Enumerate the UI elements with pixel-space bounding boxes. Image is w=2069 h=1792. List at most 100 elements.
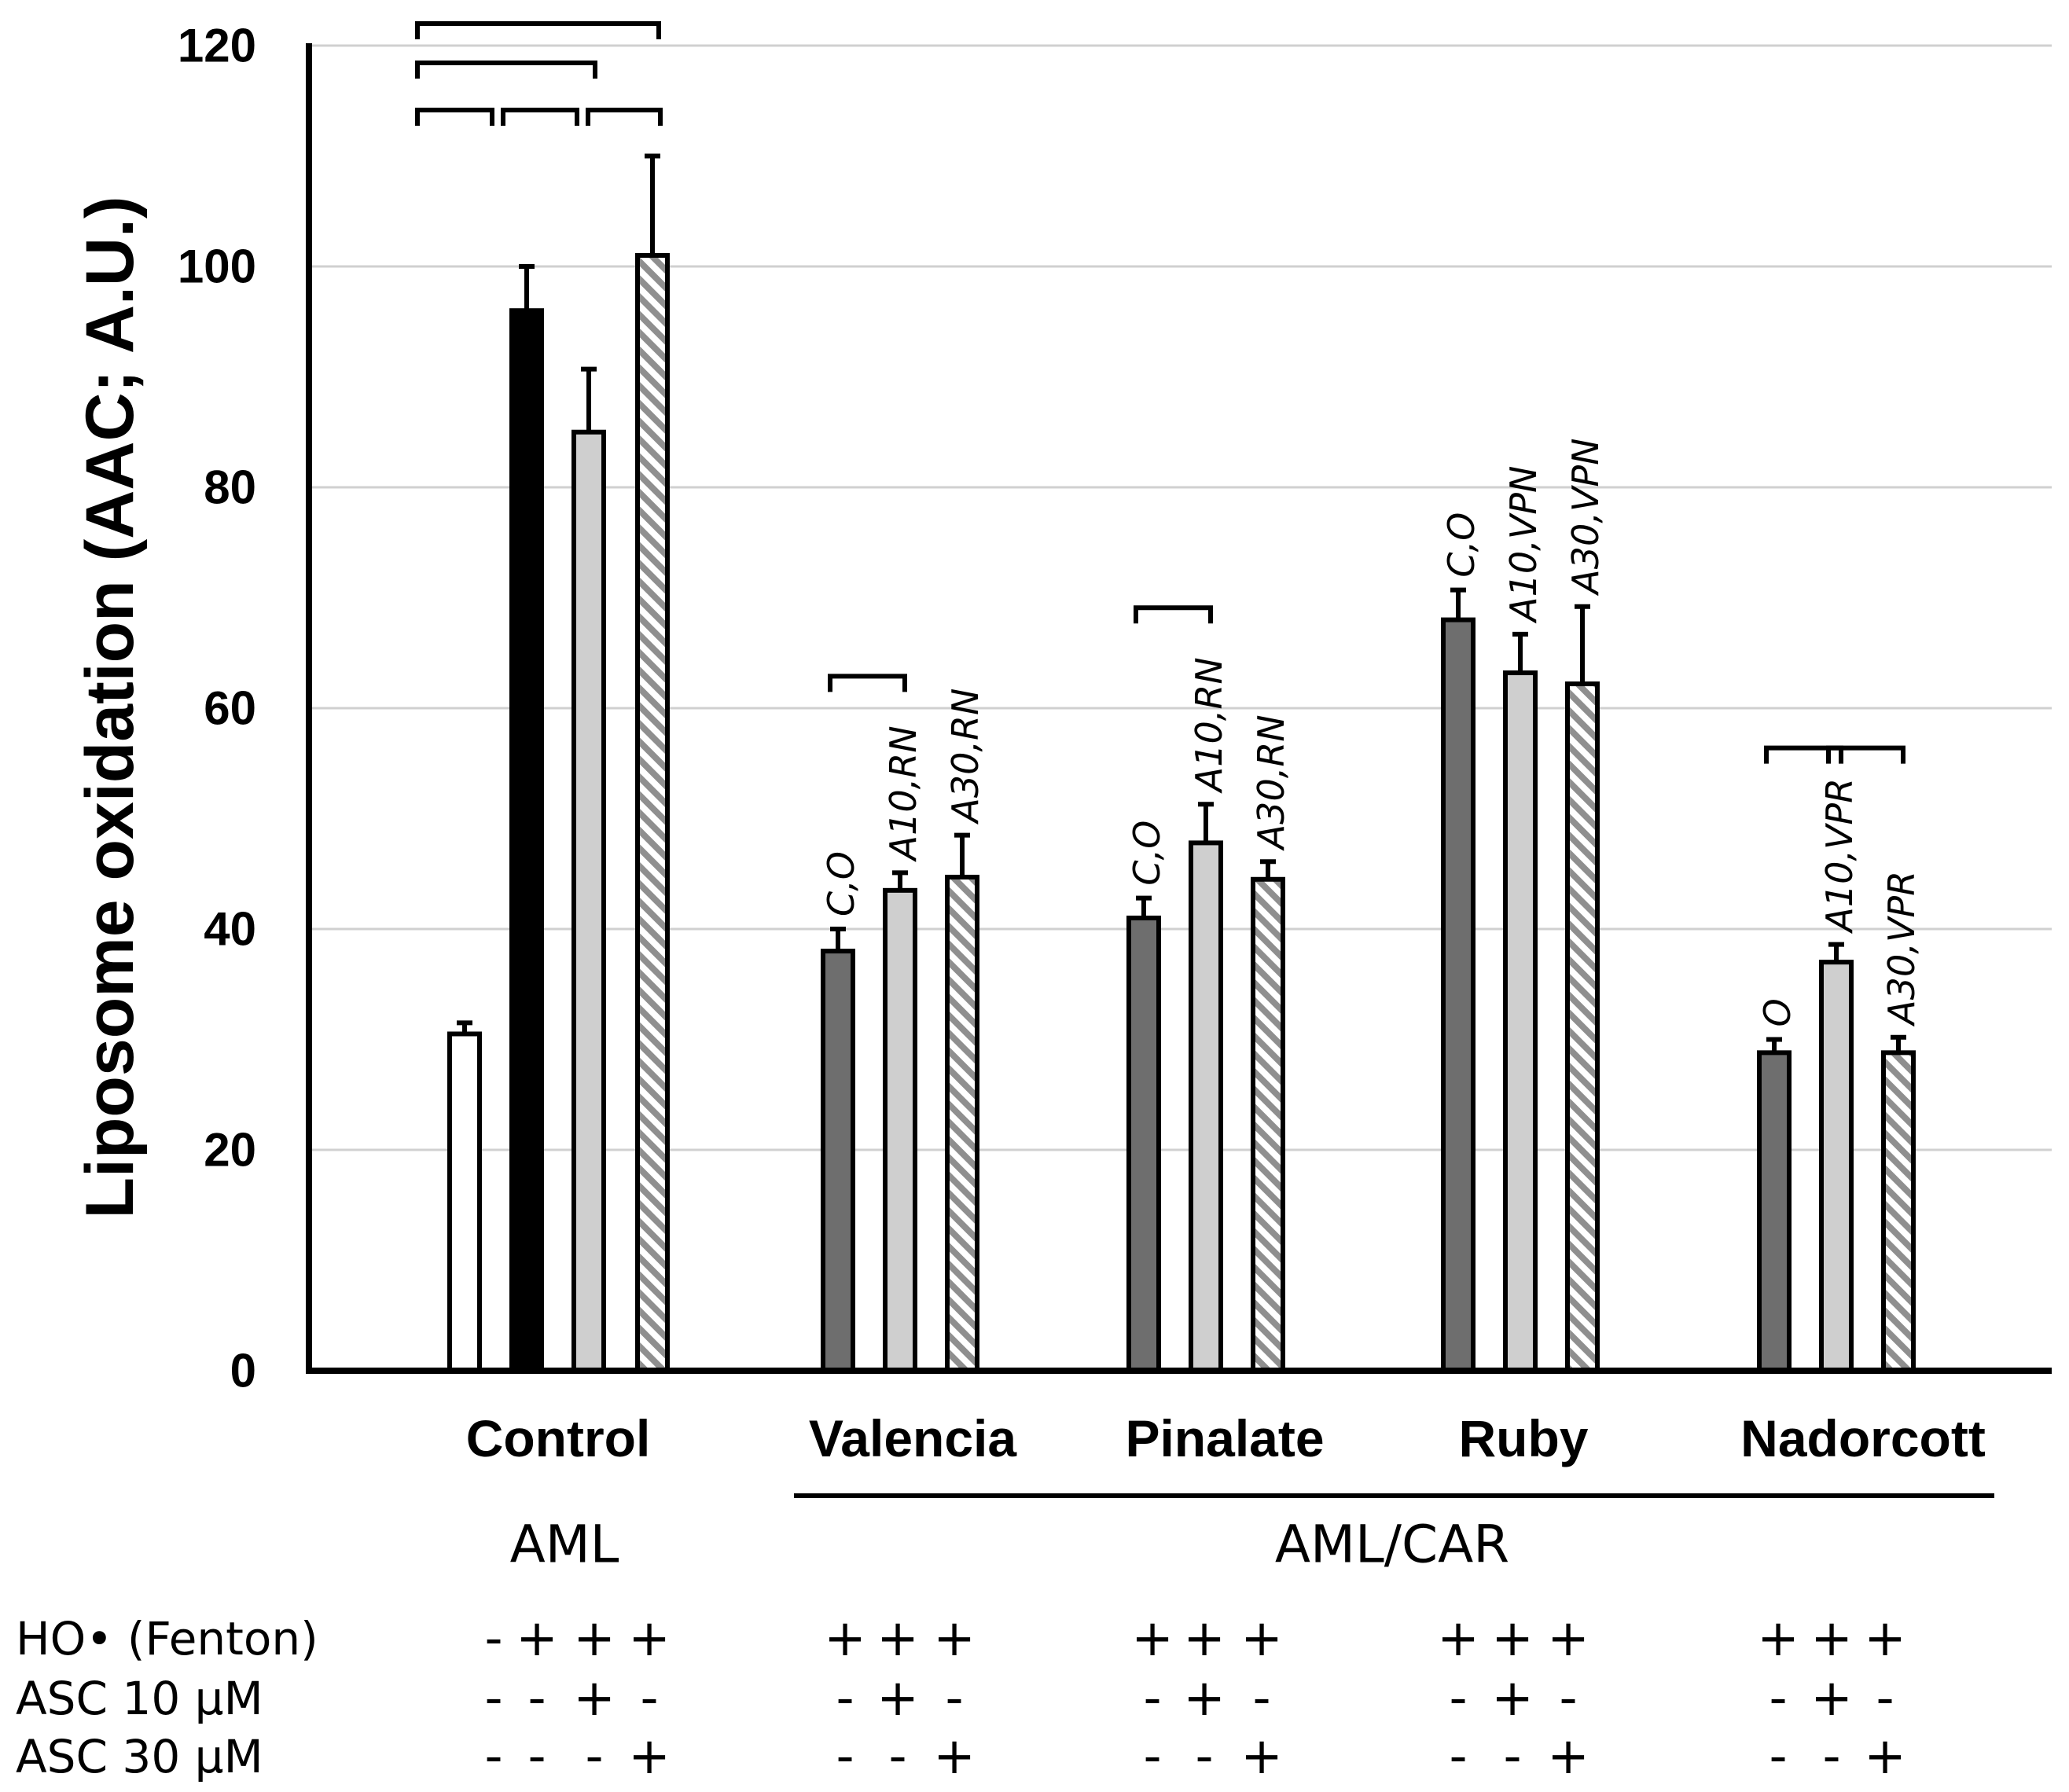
bar-annotation: A30,RN [1250,714,1292,851]
condition-sign: - [1143,1669,1161,1728]
condition-sign: + [573,1610,616,1668]
condition-sign: + [1131,1610,1174,1668]
bar-nadorcott-hatched [1881,1050,1916,1373]
bar-annotation: A30,VPR [1880,871,1923,1027]
bar-nadorcott-lightgray [1819,960,1854,1373]
bar-pinalate-darkgray [1126,915,1161,1373]
condition-sign: + [1183,1610,1226,1668]
significance-bracket [501,108,579,126]
condition-sign: - [1195,1728,1213,1786]
condition-sign: + [824,1610,866,1668]
condition-sign: - [888,1728,906,1786]
bar-annotation: A10,RN [1188,657,1230,794]
condition-sign: - [1559,1669,1577,1728]
category-label-pinalate: Pinalate [1125,1409,1324,1467]
bar-control-black [509,308,544,1374]
bar-ruby-darkgray [1441,617,1475,1373]
significance-bracket [415,21,661,39]
bar-annotation: O [1756,998,1799,1026]
condition-sign: + [1240,1610,1283,1668]
bar-annotation: A10,VPN [1502,466,1545,624]
y-tick-label: 80 [204,461,256,514]
condition-sign: + [1810,1669,1853,1728]
condition-sign: + [628,1610,671,1668]
significance-bracket [828,674,907,692]
bar-annotation: A10,VPR [1818,778,1861,935]
bar-nadorcott-darkgray [1757,1050,1792,1373]
significance-bracket [586,108,663,126]
condition-sign: + [1491,1610,1534,1668]
gridlines [309,44,2052,1151]
y-tick-label: 0 [230,1345,256,1397]
bar-valencia-darkgray [821,949,855,1373]
condition-sign: + [628,1728,671,1786]
condition-sign: - [1822,1728,1840,1786]
category-label-nadorcott: Nadorcott [1740,1409,1986,1467]
condition-sign: - [484,1610,502,1668]
y-tick-label: 60 [204,682,256,735]
condition-label: ASC 10 μM [16,1672,263,1725]
category-label-valencia: Valencia [809,1409,1017,1467]
condition-sign: - [1769,1669,1787,1728]
bar-annotation: A10,RN [882,725,924,862]
condition-sign: + [1183,1669,1226,1728]
category-label-control: Control [466,1409,651,1467]
bar-valencia-hatched [945,874,979,1373]
condition-table: HO• (Fenton) - + + + + + + + + + + + + + + +ASC 10 μM - - +… [16,1610,1906,1786]
category-labels: Control Valencia Pinalate Ruby Nadorcott AML A… [466,1409,1994,1575]
condition-sign: + [1240,1728,1283,1786]
condition-sign: - [484,1728,502,1786]
axes [306,43,2052,1374]
condition-sign: + [1864,1610,1906,1668]
condition-sign: + [1547,1728,1589,1786]
bar-valencia-lightgray [883,887,917,1373]
condition-sign: + [933,1610,976,1668]
condition-label: HO• (Fenton) [16,1612,318,1665]
significance-bracket [415,108,494,126]
condition-sign: + [1437,1610,1479,1668]
condition-sign: + [933,1728,976,1786]
bar-annotation: A30,RN [944,689,987,825]
condition-sign: + [876,1669,919,1728]
significance-bracket [415,61,597,79]
bar-annotation: C,O [1440,512,1483,578]
condition-sign: - [1143,1728,1161,1786]
y-tick-label: 40 [204,903,256,956]
condition-sign: + [1491,1669,1534,1728]
condition-sign: + [876,1610,919,1668]
condition-sign: - [836,1728,854,1786]
condition-sign: - [484,1669,502,1728]
bar-annotation: C,O [1126,821,1168,886]
group-label: AML [510,1515,619,1575]
condition-sign: - [945,1669,963,1728]
bar-pinalate-lightgray [1189,840,1223,1374]
condition-sign: - [1449,1669,1467,1728]
bar-ruby-lightgray [1503,670,1538,1373]
y-axis-label: Liposome oxidation (AAC; A.U.) [72,196,148,1218]
bar-control-hatched [635,252,670,1374]
condition-sign: + [1864,1728,1906,1786]
group-label: AML/CAR [1275,1515,1509,1575]
condition-label: ASC 30 μM [16,1730,263,1783]
condition-sign: - [640,1669,658,1728]
condition-sign: - [1876,1669,1894,1728]
category-label-ruby: Ruby [1459,1409,1589,1467]
bar-annotation: C,O [820,851,862,916]
significance-bracket [1764,745,1843,764]
y-tick-label: 120 [178,20,256,72]
bar-control-lightgray [571,429,606,1373]
y-tick-label: 100 [178,241,256,293]
condition-sign: + [1757,1610,1799,1668]
bars: C,O A10,RN A30,RN C,O A10,RN A30,RN C,O A10,VPN… [415,21,1923,1374]
condition-sign: - [585,1728,603,1786]
condition-sign: - [1503,1728,1521,1786]
condition-sign: + [1810,1610,1853,1668]
condition-sign: + [573,1669,616,1728]
significance-bracket [1826,745,1905,764]
condition-sign: - [1449,1728,1467,1786]
condition-sign: + [516,1610,558,1668]
bar-ruby-hatched [1565,681,1600,1373]
condition-sign: - [836,1669,854,1728]
y-ticks: 0 20 40 60 80 100 120 [178,20,256,1397]
